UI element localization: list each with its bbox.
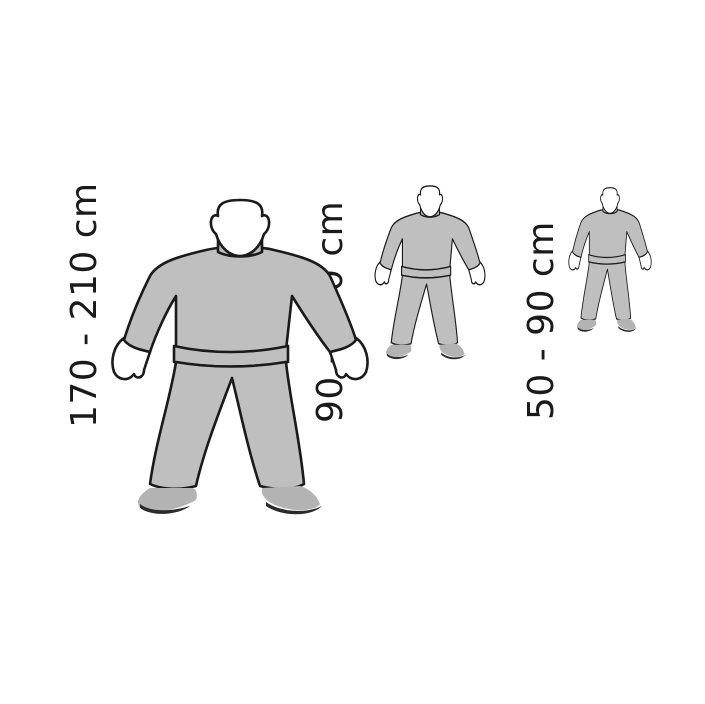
toddler-figure-icon (568, 187, 652, 333)
size-label-adult: 170 - 210 cm (64, 182, 105, 428)
size-label-toddler: 50 - 90 cm (521, 221, 562, 420)
adult-figure-icon (111, 198, 369, 516)
child-figure-icon (374, 185, 486, 360)
